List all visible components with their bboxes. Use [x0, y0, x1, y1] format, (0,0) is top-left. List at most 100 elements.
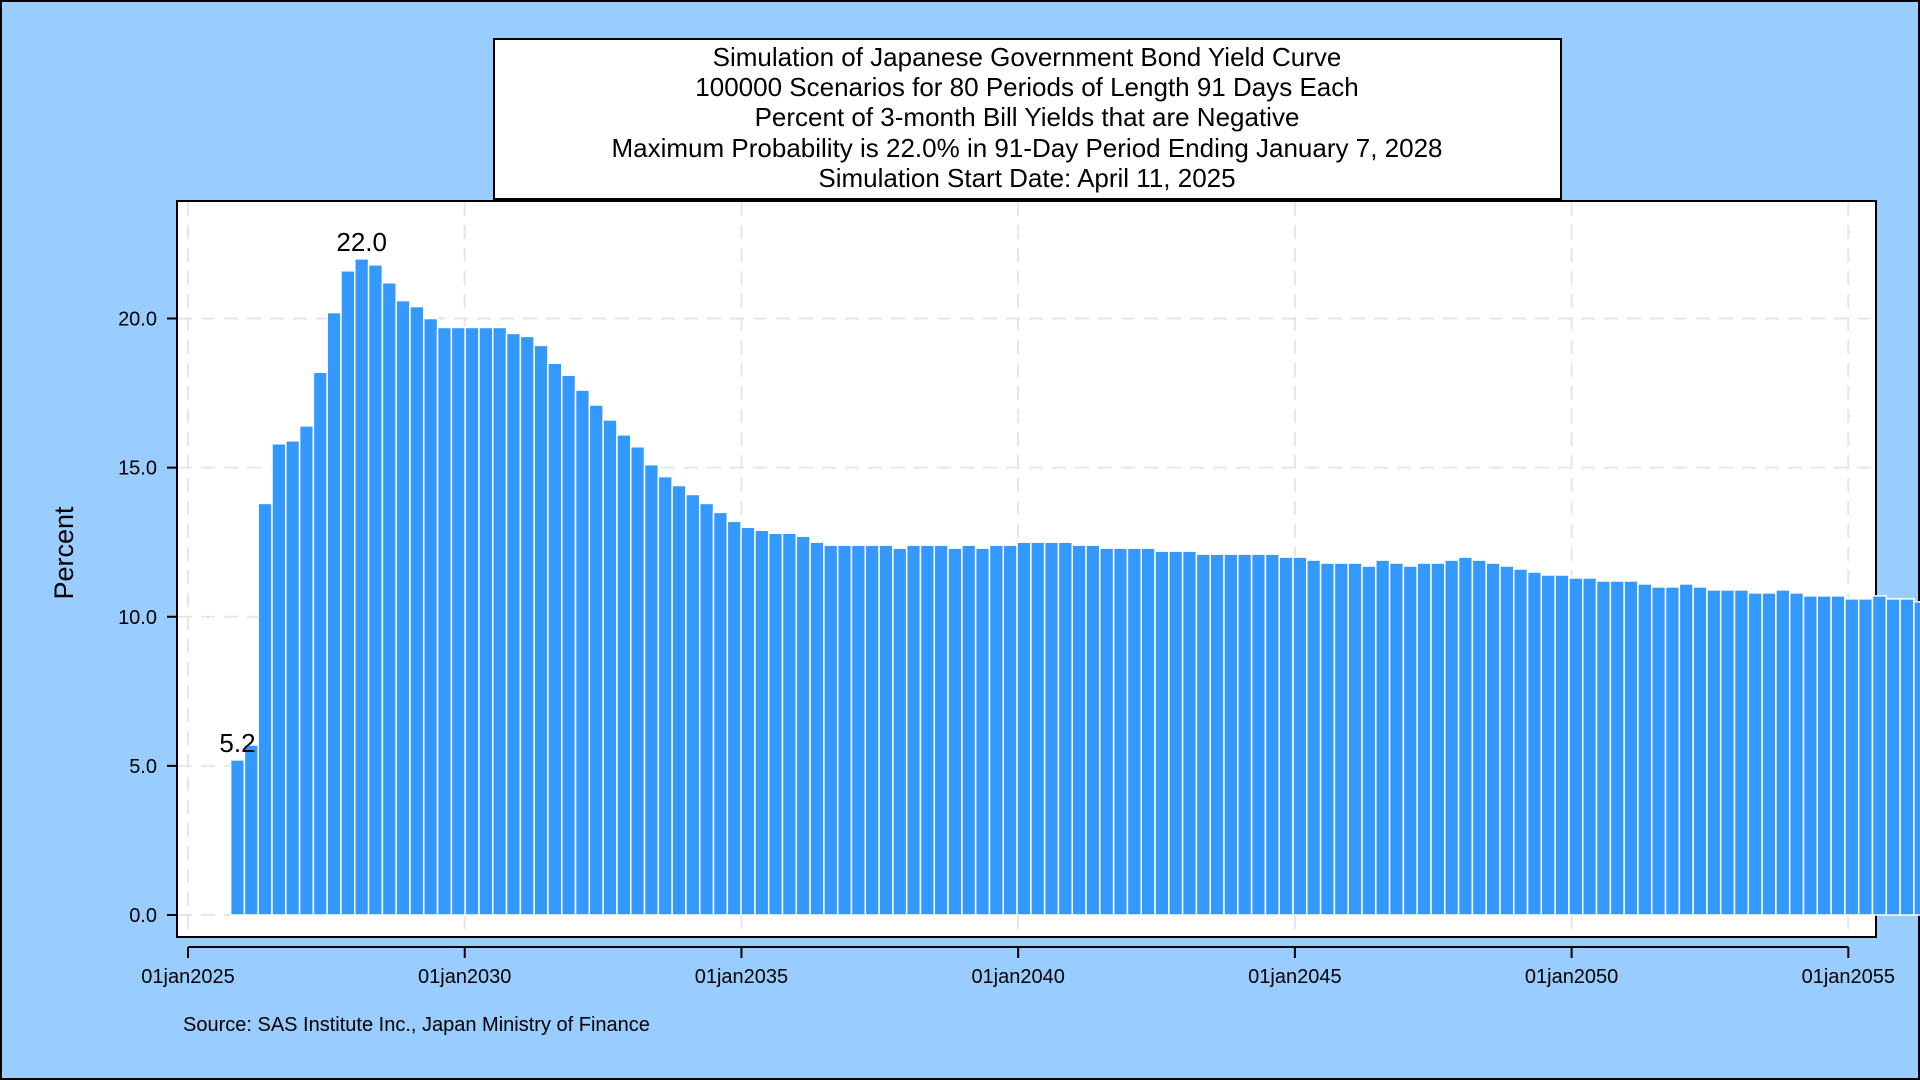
x-tick-label: 01jan2035	[695, 966, 788, 988]
y-tick-label: 20.0	[118, 309, 157, 331]
bar	[1816, 595, 1832, 916]
bar	[1306, 559, 1322, 916]
bar	[588, 404, 604, 916]
chart-title-line-3: Percent of 3-month Bill Yields that are …	[755, 102, 1300, 132]
bar	[478, 326, 494, 916]
bar	[505, 332, 522, 916]
x-tick-label: 01jan2050	[1525, 966, 1618, 988]
bar	[1678, 583, 1694, 916]
bar	[1112, 547, 1129, 916]
bar	[643, 463, 660, 916]
bar	[850, 544, 867, 916]
bar	[698, 502, 715, 916]
bar	[781, 532, 798, 916]
bar	[409, 305, 425, 916]
bar	[1237, 553, 1253, 916]
bar	[823, 544, 839, 916]
bar	[1609, 580, 1625, 916]
bar	[257, 502, 273, 916]
y-tick-label: 5.0	[129, 756, 157, 778]
bar	[1802, 595, 1819, 916]
bar	[1513, 568, 1529, 916]
bar	[1195, 553, 1211, 916]
bar	[1526, 571, 1543, 916]
bar	[395, 299, 411, 916]
bar	[1057, 541, 1074, 916]
bar	[1071, 544, 1087, 916]
bar	[1650, 586, 1667, 916]
bar	[1595, 580, 1612, 916]
bar	[905, 544, 922, 916]
bar	[1457, 556, 1474, 916]
chart-title-box: Simulation of Japanese Government Bond Y…	[493, 38, 1562, 200]
bar	[1223, 553, 1239, 916]
y-axis-label: Percent	[49, 506, 79, 600]
bar	[1830, 595, 1846, 916]
bar	[340, 270, 356, 916]
bar	[519, 335, 535, 916]
bar	[767, 532, 784, 916]
bar	[602, 419, 618, 916]
bar	[740, 526, 756, 916]
bar	[919, 544, 936, 916]
bar	[878, 544, 894, 916]
bar	[1361, 565, 1377, 916]
bar	[1002, 544, 1018, 916]
bar	[1761, 592, 1777, 916]
bar	[1664, 586, 1681, 916]
bar	[795, 535, 811, 916]
bar	[1388, 562, 1405, 916]
bar	[1844, 598, 1860, 916]
bar	[1857, 598, 1874, 916]
bar	[657, 475, 673, 916]
bar	[367, 264, 384, 916]
bar	[1333, 562, 1349, 916]
bar	[1347, 562, 1363, 916]
y-tick-label: 15.0	[118, 458, 157, 480]
bar	[671, 484, 687, 916]
bar	[312, 371, 328, 916]
bar	[1692, 586, 1708, 916]
x-tick-label: 01jan2030	[418, 966, 511, 988]
bar	[1582, 577, 1598, 916]
bar	[1099, 547, 1115, 916]
bar	[1250, 553, 1267, 916]
bar	[1747, 592, 1763, 916]
bar	[547, 362, 563, 916]
bar	[892, 547, 908, 916]
bar	[492, 326, 508, 916]
bar	[1871, 595, 1888, 916]
bar	[561, 374, 577, 916]
bar	[1471, 559, 1487, 916]
bar-series	[229, 258, 1920, 916]
bar	[947, 547, 963, 916]
bar	[1016, 541, 1032, 916]
bar	[1375, 559, 1391, 916]
x-tick-label: 01jan2025	[141, 966, 234, 988]
bar	[809, 541, 825, 916]
bar-data-label: 22.0	[336, 227, 387, 257]
bar	[629, 446, 646, 916]
bar	[574, 389, 591, 916]
bar	[1430, 562, 1446, 916]
bar	[1913, 601, 1920, 916]
bar	[754, 529, 770, 916]
chart-title-line-1: Simulation of Japanese Government Bond Y…	[713, 42, 1342, 72]
bar	[1485, 562, 1501, 916]
bar	[1402, 565, 1418, 916]
y-tick-label: 0.0	[129, 905, 157, 927]
bar	[1292, 556, 1308, 916]
bar	[1554, 574, 1570, 916]
bar	[616, 434, 632, 916]
bar	[298, 425, 315, 916]
chart-title-line-2: 100000 Scenarios for 80 Periods of Lengt…	[695, 72, 1358, 102]
bar	[243, 744, 259, 916]
bar	[1140, 547, 1156, 916]
bar	[1209, 553, 1225, 916]
bar	[1444, 559, 1460, 916]
bar	[1126, 547, 1142, 916]
bar	[933, 544, 949, 916]
data-labels: 5.222.010.2	[219, 227, 387, 758]
bar	[1168, 550, 1184, 916]
